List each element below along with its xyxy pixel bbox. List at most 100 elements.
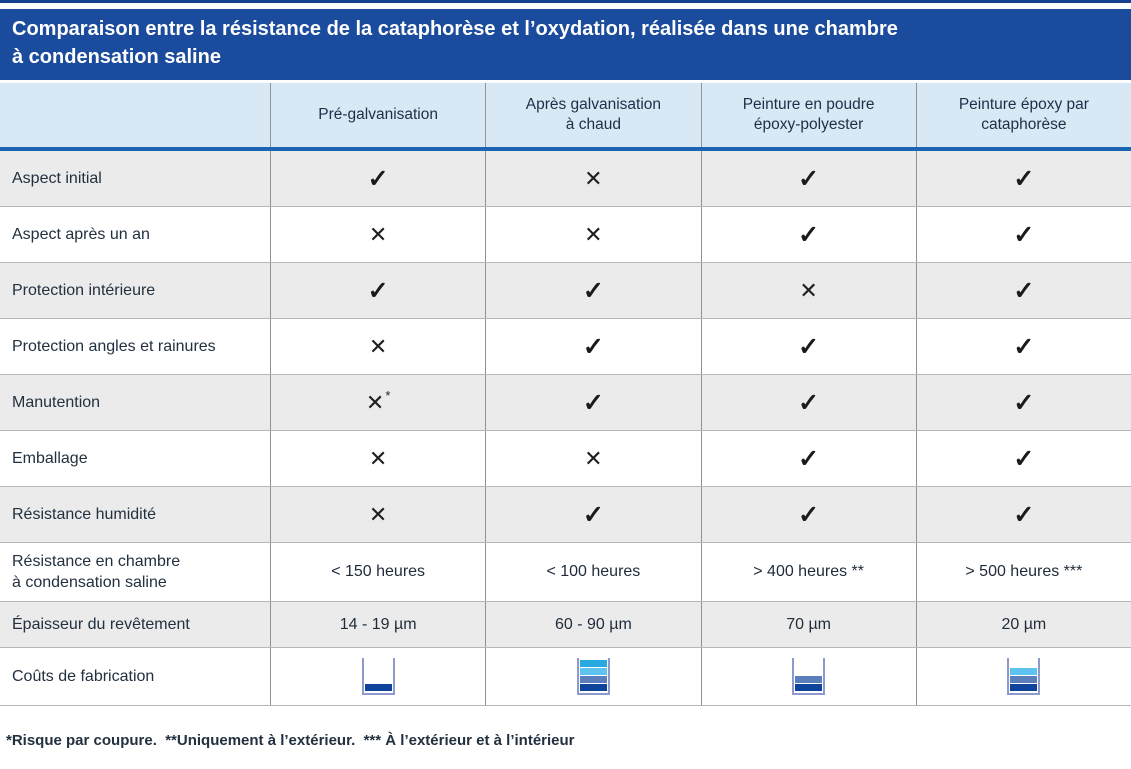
cross-cell: ✕ <box>270 207 485 262</box>
table-title: Comparaison entre la résistance de la ca… <box>12 18 898 68</box>
cell-text: < 100 heures <box>546 563 641 580</box>
header-underline <box>0 147 1131 151</box>
cost-level-beaker-icon <box>361 658 395 695</box>
cost-cell <box>270 648 485 705</box>
row-label: Manutention <box>12 394 101 411</box>
comparison-table: Pré-galvanisation Après galvanisation à c… <box>0 83 1131 706</box>
column-header: Peinture époxy par cataphorèse <box>915 83 1131 147</box>
check-cell: ✓ <box>700 151 916 206</box>
row-label: Emballage <box>12 450 88 467</box>
page: Comparaison entre la résistance de la ca… <box>0 0 1131 749</box>
check-cell: ✓ <box>700 207 916 262</box>
table-header-row: Pré-galvanisation Après galvanisation à c… <box>0 83 1131 147</box>
table-row: Aspect après un an ✕ ✕ ✓ ✓ <box>0 206 1131 262</box>
check-icon: ✓ <box>798 220 820 249</box>
row-label: Coûts de fabrication <box>12 668 155 685</box>
table-row: Protection angles et rainures ✕ ✓ ✓ ✓ <box>0 318 1131 374</box>
check-cell: ✓ <box>270 263 485 318</box>
cell-text: 60 - 90 µm <box>554 615 632 633</box>
cost-level-band <box>579 668 607 675</box>
cell-text: < 150 heures <box>331 563 426 580</box>
check-cell: ✓ <box>485 487 700 542</box>
value-cell: > 400 heures ** <box>700 543 916 601</box>
check-cell: ✓ <box>700 319 916 374</box>
row-label: Résistance en chambre à condensation sal… <box>12 553 181 591</box>
cross-cell: ✕ <box>270 431 485 486</box>
cross-icon: ✕ <box>368 501 388 527</box>
row-label: Aspect initial <box>12 170 102 187</box>
check-icon: ✓ <box>798 332 820 361</box>
check-icon: ✓ <box>1013 276 1035 305</box>
cost-cell <box>700 648 916 705</box>
table-row: Épaisseur du revêtement 14 - 19 µm 60 - 90… <box>0 601 1131 647</box>
table-row: Emballage ✕ ✕ ✓ ✓ <box>0 430 1131 486</box>
cross-cell: ✕ <box>270 487 485 542</box>
cross-icon: ✕ <box>584 445 603 471</box>
cost-level-beaker-icon <box>1007 658 1041 695</box>
cell-text: 70 µm <box>786 615 832 633</box>
check-cell: ✓ <box>485 375 700 430</box>
check-cell: ✓ <box>485 319 700 374</box>
top-rule <box>0 0 1131 3</box>
check-icon: ✓ <box>798 444 820 473</box>
cell-text: > 500 heures *** <box>965 563 1083 580</box>
table-row: Résistance en chambre à condensation sal… <box>0 542 1131 601</box>
column-header: Pré-galvanisation <box>270 83 485 147</box>
table-row: Manutention ✕ * ✓ ✓ ✓ <box>0 374 1131 430</box>
cross-cell: ✕ <box>485 207 700 262</box>
cross-icon: ✕ <box>365 389 385 415</box>
table-row: Protection intérieure ✓ ✓ ✕ ✓ <box>0 262 1131 318</box>
cost-cell <box>915 648 1131 705</box>
check-cell: ✓ <box>915 151 1131 206</box>
table-body: Aspect initial ✓ ✕ ✓ ✓ Aspect après un an ✕ ✕ ✓ ✓… <box>0 151 1131 706</box>
cross-cell: ✕ <box>700 263 916 318</box>
row-label: Aspect après un an <box>12 226 150 243</box>
cost-level-band <box>579 676 607 683</box>
column-header: Après galvanisation à chaud <box>485 83 700 147</box>
check-icon: ✓ <box>798 164 820 193</box>
check-icon: ✓ <box>582 500 604 529</box>
check-cell: ✓ <box>915 263 1131 318</box>
cross-icon: ✕ <box>368 333 388 359</box>
check-icon: ✓ <box>1013 444 1035 473</box>
value-cell: < 100 heures <box>485 543 700 601</box>
asterisk-note: * <box>385 388 391 403</box>
cross-icon: ✕ <box>368 221 388 247</box>
footnote: *Risque par coupure. **Uniquement à l’ex… <box>6 732 575 749</box>
cost-level-band <box>1010 668 1038 675</box>
cost-level-band <box>1010 676 1038 683</box>
cost-cell <box>485 648 700 705</box>
check-icon: ✓ <box>367 276 389 305</box>
cost-level-band <box>795 684 823 691</box>
cost-level-band <box>579 684 607 691</box>
check-icon: ✓ <box>582 332 604 361</box>
check-cell: ✓ <box>915 487 1131 542</box>
cross-cell: ✕ <box>485 151 700 206</box>
check-cell: ✓ <box>915 375 1131 430</box>
row-label: Épaisseur du revêtement <box>12 616 190 633</box>
check-cell: ✓ <box>700 431 916 486</box>
value-cell: 70 µm <box>700 602 916 647</box>
cost-level-band <box>364 684 392 691</box>
value-cell: 20 µm <box>915 602 1131 647</box>
cross-cell: ✕ <box>485 431 700 486</box>
cost-level-band <box>795 676 823 683</box>
value-cell: 14 - 19 µm <box>270 602 485 647</box>
value-cell: < 150 heures <box>270 543 485 601</box>
check-icon: ✓ <box>1013 332 1035 361</box>
check-cell: ✓ <box>915 319 1131 374</box>
cost-level-band <box>579 660 607 667</box>
check-icon: ✓ <box>582 388 604 417</box>
row-label: Protection angles et rainures <box>12 338 216 355</box>
check-icon: ✓ <box>1013 220 1035 249</box>
check-cell: ✓ <box>915 207 1131 262</box>
table-row: Aspect initial ✓ ✕ ✓ ✓ <box>0 151 1131 206</box>
check-cell: ✓ <box>915 431 1131 486</box>
cost-level-beaker-icon <box>576 658 610 695</box>
cross-icon: ✕ <box>799 277 818 303</box>
check-icon: ✓ <box>798 500 820 529</box>
table-title-bar: Comparaison entre la résistance de la ca… <box>0 9 1131 80</box>
cross-cell: ✕ * <box>270 375 485 430</box>
table-row: Résistance humidité ✕ ✓ ✓ ✓ <box>0 486 1131 542</box>
check-icon: ✓ <box>1013 164 1035 193</box>
